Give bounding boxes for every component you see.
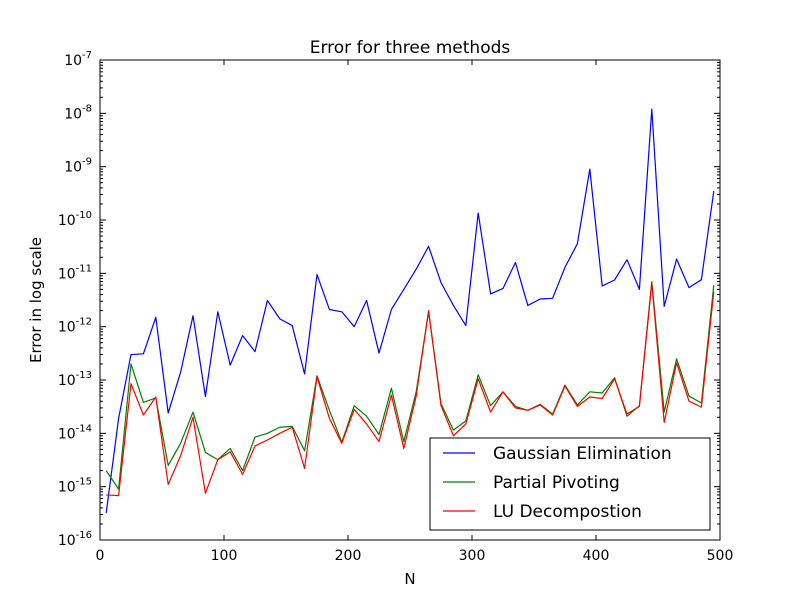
x-tick-label: 400 (583, 548, 610, 564)
y-tick-label: 10-13 (58, 370, 92, 389)
legend-box (429, 437, 711, 531)
plot-area-frame (99, 59, 721, 541)
y-tick-label: 10-12 (58, 317, 92, 336)
series-line-lu-decompostion (106, 282, 715, 497)
y-tick-label: 10-14 (58, 423, 92, 442)
legend-label: LU Decompostion (493, 502, 642, 522)
x-axis-ticks: 0 100 200 300 400 500 (96, 60, 734, 564)
x-tick-label: 500 (707, 548, 734, 564)
y-tick-label: 10-11 (58, 263, 92, 282)
x-axis-label: N (404, 570, 415, 588)
series-lines (105, 108, 715, 514)
y-tick-label: 10-9 (64, 157, 92, 176)
x-tick-label: 300 (459, 548, 486, 564)
x-tick-label: 200 (335, 548, 362, 564)
y-tick-label: 10-15 (58, 477, 92, 496)
chart-title: Error for three methods (310, 38, 511, 58)
y-axis-label: Error in log scale (27, 237, 45, 363)
x-tick-label: 0 (96, 548, 105, 564)
series-line-gaussian-elimination (105, 108, 715, 514)
y-axis-ticks: 10-16 10-15 10-14 10-13 10-12 10-11 10-10 10-9 1… (58, 50, 720, 549)
legend: Gaussian Elimination Partial Pivoting LU D… (429, 437, 711, 531)
x-tick-label: 100 (211, 548, 238, 564)
y-tick-label: 10-16 (58, 530, 92, 549)
legend-label: Gaussian Elimination (493, 444, 672, 464)
legend-label: Partial Pivoting (493, 473, 620, 493)
y-tick-label: 10-7 (64, 50, 92, 69)
series-line-partial-pivoting (105, 280, 715, 490)
y-tick-label: 10-8 (64, 103, 92, 122)
y-tick-label: 10-10 (58, 210, 92, 229)
